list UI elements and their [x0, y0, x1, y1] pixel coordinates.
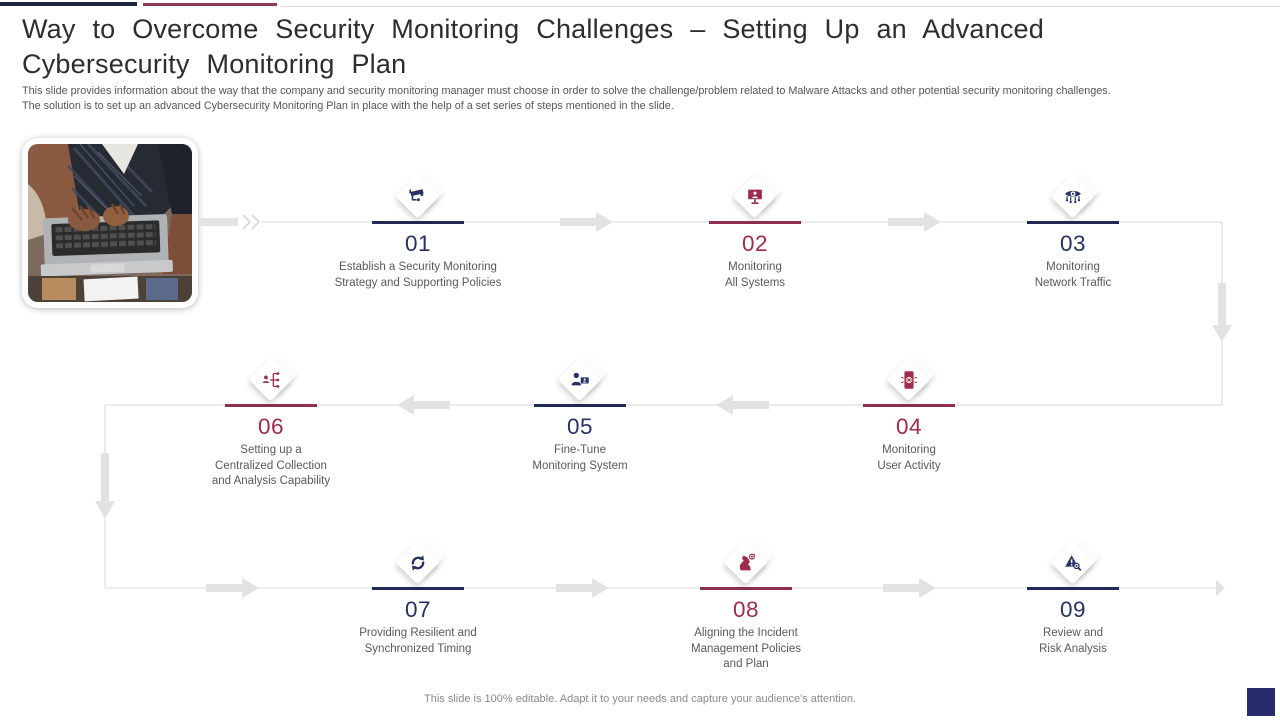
- org-chart-user-icon: [262, 372, 280, 388]
- arrow-down-icon: [95, 453, 115, 519]
- step-label: Providing Resilient and Synchronized Tim…: [359, 627, 477, 655]
- arrow-left-icon: [397, 395, 769, 415]
- photo-connector-stub: [199, 218, 238, 226]
- step-underline: [700, 587, 792, 590]
- step-07: 07 Providing Resilient and Synchronized …: [303, 535, 533, 657]
- header-navy-bar: [0, 2, 137, 6]
- footer-note: This slide is 100% editable. Adapt it to…: [424, 693, 856, 705]
- step-label: Fine-Tune Monitoring System: [532, 444, 628, 472]
- network-eye-icon: [1065, 191, 1081, 204]
- step-number: 06: [257, 414, 285, 439]
- step-01: 01 Establish a Security Monitoring Strat…: [303, 169, 533, 291]
- step-number: 05: [566, 414, 594, 439]
- step-underline: [1027, 587, 1119, 590]
- chevron-right-icon: [242, 214, 261, 230]
- arrow-right-icon: [206, 578, 1225, 598]
- step-label: Monitoring User Activity: [877, 444, 941, 472]
- step-underline: [1027, 221, 1119, 224]
- monitor-user-icon: [748, 189, 762, 205]
- step-label: Monitoring All Systems: [724, 261, 786, 289]
- step-08: 08 Aligning the Incident Management Poli…: [631, 535, 861, 673]
- laptop-typing-photo: [28, 144, 192, 302]
- step-underline: [225, 404, 317, 407]
- slide-subtitle: This slide provides information about th…: [22, 85, 1111, 112]
- arrow-down-icon: [1212, 283, 1232, 342]
- step-06: 06 Setting up a Centralized Collection a…: [156, 352, 386, 490]
- step-04: 04 Monitoring User Activity: [794, 352, 1024, 474]
- step-02: 02 Monitoring All Systems: [640, 169, 870, 291]
- step-label: Monitoring Network Traffic: [1034, 261, 1112, 289]
- header-hairline: [281, 6, 1280, 7]
- step-number: 08: [732, 597, 760, 622]
- step-underline: [863, 404, 955, 407]
- step-number: 02: [741, 231, 769, 256]
- step-label: Establish a Security Monitoring Strategy…: [334, 261, 502, 289]
- step-label: Aligning the Incident Management Policie…: [691, 627, 801, 670]
- photo-card: [22, 138, 198, 308]
- step-underline: [534, 404, 626, 407]
- step-underline: [372, 587, 464, 590]
- step-underline: [372, 221, 464, 224]
- corner-accent-square: [1247, 688, 1275, 716]
- step-05: 05 Fine-Tune Monitoring System: [465, 352, 695, 474]
- admin-monitor-icon: [571, 372, 589, 386]
- step-label: Review and Risk Analysis: [1039, 627, 1107, 655]
- sync-arrows-icon: [411, 555, 425, 571]
- step-number: 04: [895, 414, 923, 439]
- step-number: 07: [404, 597, 432, 622]
- chess-knight-target-icon: [739, 553, 756, 571]
- page-title: Way to Overcome Security Monitoring Chal…: [22, 14, 1044, 79]
- step-03: 03 Monitoring Network Traffic: [958, 169, 1188, 291]
- step-09: 09 Review and Risk Analysis: [958, 535, 1188, 657]
- arrow-right-icon: [560, 212, 941, 232]
- step-number: 03: [1059, 231, 1087, 256]
- header-maroon-bar: [143, 3, 277, 6]
- step-label: Setting up a Centralized Collection and …: [211, 444, 331, 487]
- step-number: 09: [1059, 597, 1087, 622]
- step-number: 01: [404, 231, 432, 256]
- mobile-gear-icon: [901, 371, 917, 389]
- risk-warning-magnifier-icon: [1065, 555, 1082, 571]
- step-underline: [709, 221, 801, 224]
- surveillance-camera-icon: [409, 189, 424, 202]
